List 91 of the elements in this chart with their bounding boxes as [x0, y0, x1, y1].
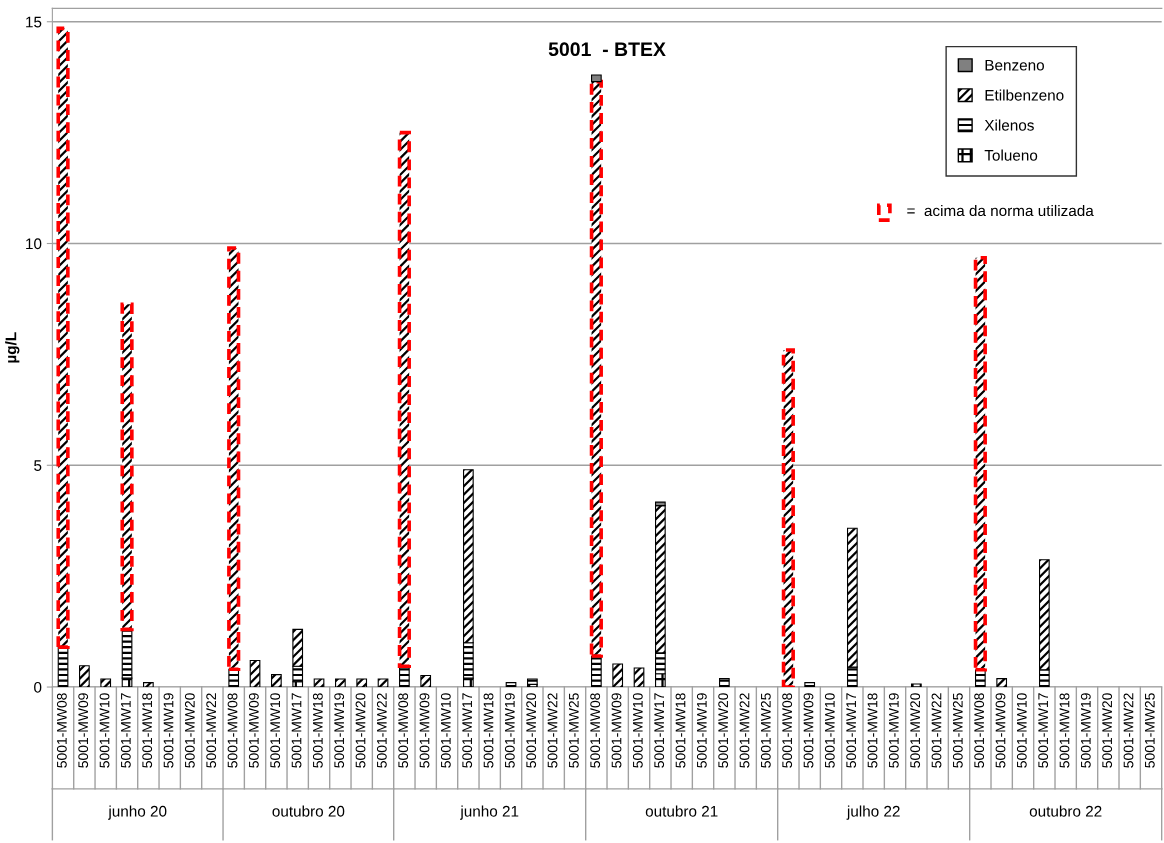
- legend-label: Benzeno: [985, 59, 1044, 71]
- x-tick-label: 5001-MW09: [995, 693, 1006, 768]
- y-tick-label: 15: [26, 16, 42, 28]
- x-tick-label: 5001-MW09: [248, 693, 259, 768]
- x-tick-label: 5001-MW22: [931, 693, 942, 768]
- x-tick-label: 5001-MW25: [1144, 693, 1155, 768]
- x-tick-label: 5001-MW19: [504, 693, 515, 768]
- x-tick-label: 5001-MW20: [355, 693, 366, 768]
- annotation: = acima da norma utilizada: [907, 204, 1094, 217]
- bar: [377, 678, 389, 688]
- x-tick-label: 5001-MW08: [590, 693, 601, 768]
- x-tick-label: 5001-MW08: [974, 693, 985, 768]
- text: 5001 - BTEX: [548, 42, 666, 57]
- x-tick-label: 5001-MW20: [526, 693, 537, 768]
- bar: [356, 678, 368, 688]
- bar: [591, 74, 602, 83]
- bar: [313, 678, 325, 688]
- x-tick-label: 5001-MW18: [1059, 693, 1070, 768]
- bar: [591, 655, 602, 688]
- bar: [719, 678, 730, 688]
- x-tick-label: 5001-MW19: [163, 693, 174, 768]
- bar: [910, 683, 922, 688]
- x-tick-label: 5001-MW18: [483, 693, 494, 768]
- bar: [143, 682, 154, 688]
- x-tick-label: 5001-MW25: [760, 693, 771, 768]
- x-tick-label: 5001-MW22: [739, 693, 750, 768]
- bar: [633, 667, 645, 688]
- y-axis-title: µg/L: [5, 332, 20, 363]
- x-tick-label: 5001-MW09: [419, 693, 430, 768]
- bar: [996, 678, 1008, 688]
- text: julho 22: [846, 805, 900, 820]
- bar: [612, 663, 624, 688]
- x-tick-label: 5001-MW19: [888, 693, 899, 768]
- x-tick-label: 5001-MW22: [1123, 693, 1134, 768]
- x-tick-label: 5001-MW17: [654, 693, 665, 768]
- legend-label: Etilbenzeno: [985, 89, 1064, 101]
- bar: [527, 678, 538, 685]
- x-tick-label: 5001-MW08: [227, 693, 238, 768]
- bar: [804, 682, 816, 688]
- bar: [100, 678, 112, 688]
- x-tick-label: 5001-MW10: [1016, 693, 1027, 768]
- x-tick-label: 5001-MW17: [1038, 693, 1049, 768]
- x-tick-label: 5001-MW17: [846, 693, 857, 768]
- x-tick-label: 5001-MW19: [696, 693, 707, 768]
- x-tick-label: 5001-MW22: [206, 693, 217, 768]
- bar: [228, 668, 240, 688]
- bar: [335, 678, 346, 688]
- y-tick-label: 5: [34, 460, 42, 471]
- x-tick-label: 5001-MW18: [675, 693, 686, 768]
- y-tick-label: 10: [26, 238, 42, 250]
- x-tick-label: 5001-MW18: [142, 693, 153, 768]
- legend-label: Xilenos: [984, 119, 1034, 131]
- x-tick-label: 5001-MW22: [547, 693, 558, 768]
- x-tick-label: 5001-MW20: [910, 693, 921, 768]
- bar: [271, 674, 282, 688]
- x-tick-label: 5001-MW19: [334, 693, 345, 768]
- bar: [420, 674, 432, 688]
- x-tick-label: 5001-MW08: [56, 693, 67, 768]
- x-tick-label: 5001-MW25: [568, 693, 579, 768]
- x-tick-label: 5001-MW10: [99, 693, 110, 768]
- x-tick-label: 5001-MW18: [867, 693, 878, 768]
- bar: [505, 682, 517, 688]
- x-tick-label: 5001-MW19: [1080, 693, 1091, 768]
- x-tick-label: 5001-MW20: [718, 693, 729, 768]
- text: junho 20: [108, 805, 167, 820]
- bar: [249, 659, 261, 688]
- x-tick-label: 5001-MW17: [462, 693, 473, 768]
- x-tick-label: 5001-MW25: [952, 693, 963, 768]
- x-tick-label: 5001-MW20: [184, 693, 195, 768]
- x-tick-label: 5001-MW09: [611, 693, 622, 768]
- x-tick-label: 5001-MW22: [376, 693, 387, 768]
- y-tick-label: 0: [34, 681, 42, 693]
- x-tick-label: 5001-MW10: [270, 693, 281, 768]
- x-tick-label: 5001-MW17: [291, 693, 302, 768]
- x-tick-label: 5001-MW18: [312, 693, 323, 768]
- x-tick-label: 5001-MW10: [824, 693, 835, 768]
- x-tick-label: 5001-MW10: [440, 693, 451, 768]
- x-tick-label: 5001-MW10: [632, 693, 643, 768]
- text: outubro 21: [645, 805, 718, 817]
- x-tick-label: 5001-MW08: [398, 693, 409, 768]
- text: junho 21: [460, 805, 519, 820]
- text: outubro 22: [1029, 805, 1102, 817]
- bar: [79, 665, 90, 688]
- bar: [399, 665, 410, 688]
- x-tick-label: 5001-MW09: [78, 693, 89, 768]
- text: outubro 20: [272, 805, 345, 817]
- x-tick-label: 5001-MW20: [1102, 693, 1113, 768]
- x-tick-label: 5001-MW17: [120, 693, 131, 768]
- x-tick-label: 5001-MW08: [782, 693, 793, 768]
- x-tick-label: 5001-MW09: [803, 693, 814, 768]
- legend-label: Tolueno: [984, 149, 1038, 161]
